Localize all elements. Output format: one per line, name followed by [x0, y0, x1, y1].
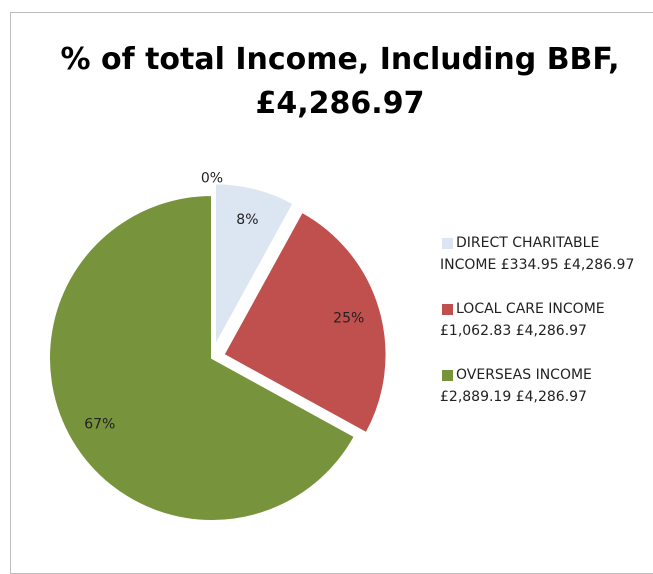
- pie-slice: [213, 182, 295, 347]
- legend-label: OVERSEAS INCOME £2,889.19 £4,286.97: [440, 367, 592, 405]
- data-label: 8%: [236, 212, 258, 228]
- legend-label: DIRECT CHARITABLE INCOME £334.95 £4,286.…: [440, 235, 635, 273]
- legend-swatch: [442, 304, 453, 315]
- chart: 0%8%25%67%: [48, 171, 388, 522]
- legend-label: LOCAL CARE INCOME £1,062.83 £4,286.97: [440, 301, 605, 339]
- pie-slice: [48, 193, 357, 522]
- chart-title: % of total Income, Including BBF, £4,286…: [60, 42, 620, 121]
- data-label: 67%: [84, 416, 115, 432]
- legend-swatch: [442, 370, 453, 381]
- pie-slice: [222, 210, 388, 435]
- legend-swatch: [442, 238, 453, 249]
- page: % of total Income, Including BBF, £4,286…: [10, 12, 653, 574]
- data-label: 25%: [333, 310, 364, 326]
